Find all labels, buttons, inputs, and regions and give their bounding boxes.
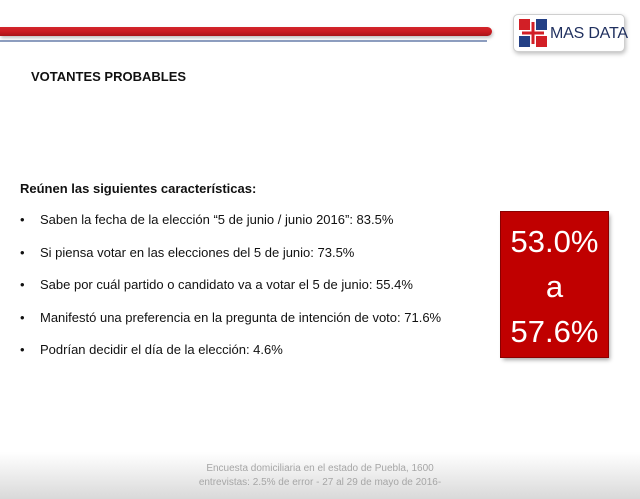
list-item: • Saben la fecha de la elección “5 de ju… — [20, 212, 441, 245]
logo-text: MAS DATA — [550, 25, 628, 42]
footer-line-2: entrevistas: 2.5% de error - 27 al 29 de… — [198, 477, 442, 488]
footer-line-1: Encuesta domiciliaria en el estado de Pu… — [206, 463, 434, 474]
list-item: • Podrían decidir el día de la elección:… — [20, 342, 441, 375]
list-item-text: Saben la fecha de la elección “5 de juni… — [40, 212, 394, 227]
range-connector: a — [545, 269, 564, 304]
header-divider-line — [0, 40, 487, 42]
list-item-text: Podrían decidir el día de la elección: 4… — [40, 342, 283, 358]
bullet-icon: • — [20, 309, 25, 325]
list-item: • Sabe por cuál partido o candidato va a… — [20, 277, 441, 310]
list-item-text: Sabe por cuál partido o candidato va a v… — [40, 277, 413, 293]
characteristics-list: • Saben la fecha de la elección “5 de ju… — [20, 212, 441, 375]
bullet-icon: • — [20, 244, 25, 260]
header-red-bar — [0, 27, 492, 36]
mas-data-logo: MAS DATA — [513, 14, 628, 52]
range-low-value: 53.0% — [510, 224, 599, 259]
list-item: • Manifestó una preferencia en la pregun… — [20, 310, 441, 343]
bullet-icon: • — [20, 277, 25, 293]
intro-heading: Reúnen las siguientes características: — [20, 181, 257, 196]
footer-band: Encuesta domiciliaria en el estado de Pu… — [0, 452, 640, 499]
bullet-icon: • — [20, 212, 25, 227]
list-item-text: Manifestó una preferencia en la pregunta… — [40, 309, 442, 325]
page-title: VOTANTES PROBABLES — [31, 69, 187, 84]
bullet-icon: • — [20, 342, 25, 358]
range-high-value: 57.6% — [510, 314, 599, 349]
list-item-text: Si piensa votar en las elecciones del 5 … — [40, 244, 355, 260]
list-item: • Si piensa votar en las elecciones del … — [20, 245, 441, 278]
medical-cross-icon — [519, 19, 547, 47]
range-highlight-box: 53.0% a 57.6% — [501, 212, 608, 357]
